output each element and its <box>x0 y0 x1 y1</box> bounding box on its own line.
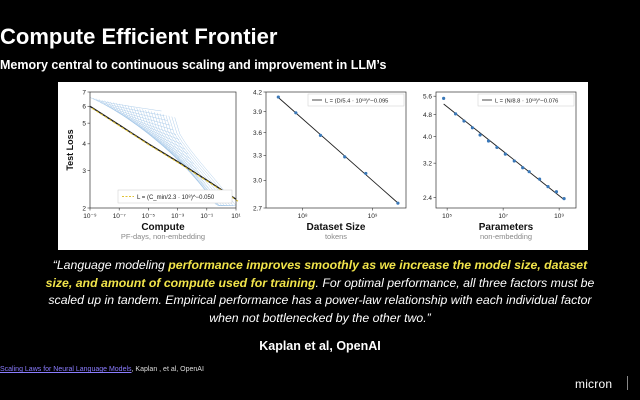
data-point <box>478 133 482 137</box>
training-curve <box>142 109 215 199</box>
y-tick-label: 4.0 <box>423 134 432 141</box>
y-tick-label: 4.2 <box>253 89 262 96</box>
x-tick-label: 10⁻⁵ <box>142 213 156 220</box>
data-point <box>294 111 298 115</box>
x-tick-label: 10⁹ <box>368 213 378 220</box>
quote-text: “Language modeling performance improves … <box>40 257 600 327</box>
y-tick-label: 3 <box>82 168 86 175</box>
training-curve <box>118 103 191 160</box>
data-point <box>343 155 347 159</box>
data-point <box>318 133 323 138</box>
x-axis-sublabel: PF-days, non-embedding <box>121 232 205 241</box>
y-tick-label: 2 <box>82 205 86 212</box>
figure-panel: 10⁻⁹ 10⁻⁷ 10⁻⁵ 10⁻³ 10⁻¹ 10¹ 2 3 4 5 6 7 L = (C_min/… <box>58 82 588 250</box>
y-tick-label: 5 <box>82 120 86 127</box>
y-tick-label: 4.8 <box>423 112 432 119</box>
legend-label: L = (C_min/2.3 · 10⁸)^−0.050 <box>137 194 215 201</box>
power-law-fit-line <box>443 103 565 200</box>
quote-highlight: performance improves smoothly as we incr… <box>45 258 588 290</box>
legend-box <box>477 93 575 107</box>
legend-label: L = (N/8.8 · 10¹³)^−0.076 <box>495 98 558 104</box>
slide-title: Compute Efficient Frontier <box>0 24 278 49</box>
x-tick-label: 10⁸ <box>298 213 308 220</box>
x-axis-label: Dataset Size <box>307 222 366 233</box>
data-point <box>396 201 400 205</box>
y-tick-label: 3.9 <box>253 109 262 116</box>
x-tick-label: 10⁹ <box>554 213 564 220</box>
y-tick-label: 3.6 <box>253 130 262 137</box>
data-point <box>546 185 550 189</box>
x-axis-sublabel: non-embedding <box>480 232 532 241</box>
plot-frame <box>89 91 237 209</box>
x-tick-label: 10⁻¹ <box>200 213 214 220</box>
training-curve <box>145 109 218 204</box>
x-tick-label: 10⁵ <box>442 213 452 220</box>
plot-frame <box>265 91 407 209</box>
logo-divider <box>627 376 628 390</box>
y-tick-label: 7 <box>82 89 86 96</box>
y-tick-label: 3.0 <box>253 178 262 185</box>
slide-subtitle: Memory central to continuous scaling and… <box>0 58 387 72</box>
source-rest: , Kaplan , et al, OpenAI <box>131 366 204 373</box>
y-tick-label: 5.6 <box>423 93 432 100</box>
x-axis-sublabel: tokens <box>325 232 347 241</box>
legend-box <box>307 93 405 107</box>
data-point <box>364 171 368 176</box>
x-tick-label: 10⁻³ <box>171 213 185 220</box>
data-point <box>503 152 507 156</box>
source-citation: Scaling Laws for Neural Language Models,… <box>0 366 204 373</box>
data-point <box>495 145 499 150</box>
micron-logo: micron <box>575 377 613 391</box>
legend-label: L = (D/5.4 · 10¹³)^−0.095 <box>325 98 388 104</box>
plot-frame <box>435 91 577 209</box>
compute-frontier-line <box>89 105 237 200</box>
x-tick-label: 10¹ <box>231 213 241 220</box>
y-tick-label: 3.3 <box>253 153 262 160</box>
training-curve <box>95 98 168 121</box>
paper-link[interactable]: Scaling Laws for Neural Language Models <box>0 366 132 373</box>
y-tick-label: 6 <box>82 104 86 111</box>
data-point <box>562 196 566 201</box>
data-point <box>462 119 466 123</box>
data-point <box>512 159 516 163</box>
training-curve <box>89 97 162 112</box>
quote-open: “Language modeling <box>52 258 169 272</box>
x-tick-label: 10⁻⁷ <box>113 213 127 220</box>
x-tick-label: 10⁷ <box>498 213 508 220</box>
data-point <box>527 170 531 174</box>
legend-box <box>117 189 233 204</box>
power-law-fit-line <box>278 97 399 204</box>
x-axis-label: Compute <box>141 222 185 233</box>
data-point <box>554 190 559 194</box>
quote-rest: . For optimal performance, all three fac… <box>48 275 595 325</box>
data-point <box>442 96 446 100</box>
y-tick-label: 2.4 <box>423 195 432 202</box>
attribution: Kaplan et al, OpenAI <box>259 339 381 353</box>
scaling-law-figure: 10⁻⁹ 10⁻⁷ 10⁻⁵ 10⁻³ 10⁻¹ 10¹ 2 3 4 5 6 7 L = (C_min/… <box>65 89 577 241</box>
training-curve <box>121 104 194 165</box>
data-point <box>537 177 542 181</box>
data-point <box>470 126 475 130</box>
power-law-fit-line <box>91 107 239 202</box>
data-point <box>453 112 458 116</box>
data-point <box>521 166 525 170</box>
y-tick-label: 3.2 <box>423 160 432 167</box>
x-axis-label: Parameters <box>479 222 534 233</box>
y-tick-label: 2.7 <box>253 205 262 212</box>
data-point <box>486 139 491 143</box>
data-point <box>276 95 280 99</box>
y-tick-label: 4 <box>82 141 86 148</box>
x-tick-label: 10⁻⁹ <box>83 213 97 220</box>
y-axis-label: Test Loss <box>65 129 75 170</box>
